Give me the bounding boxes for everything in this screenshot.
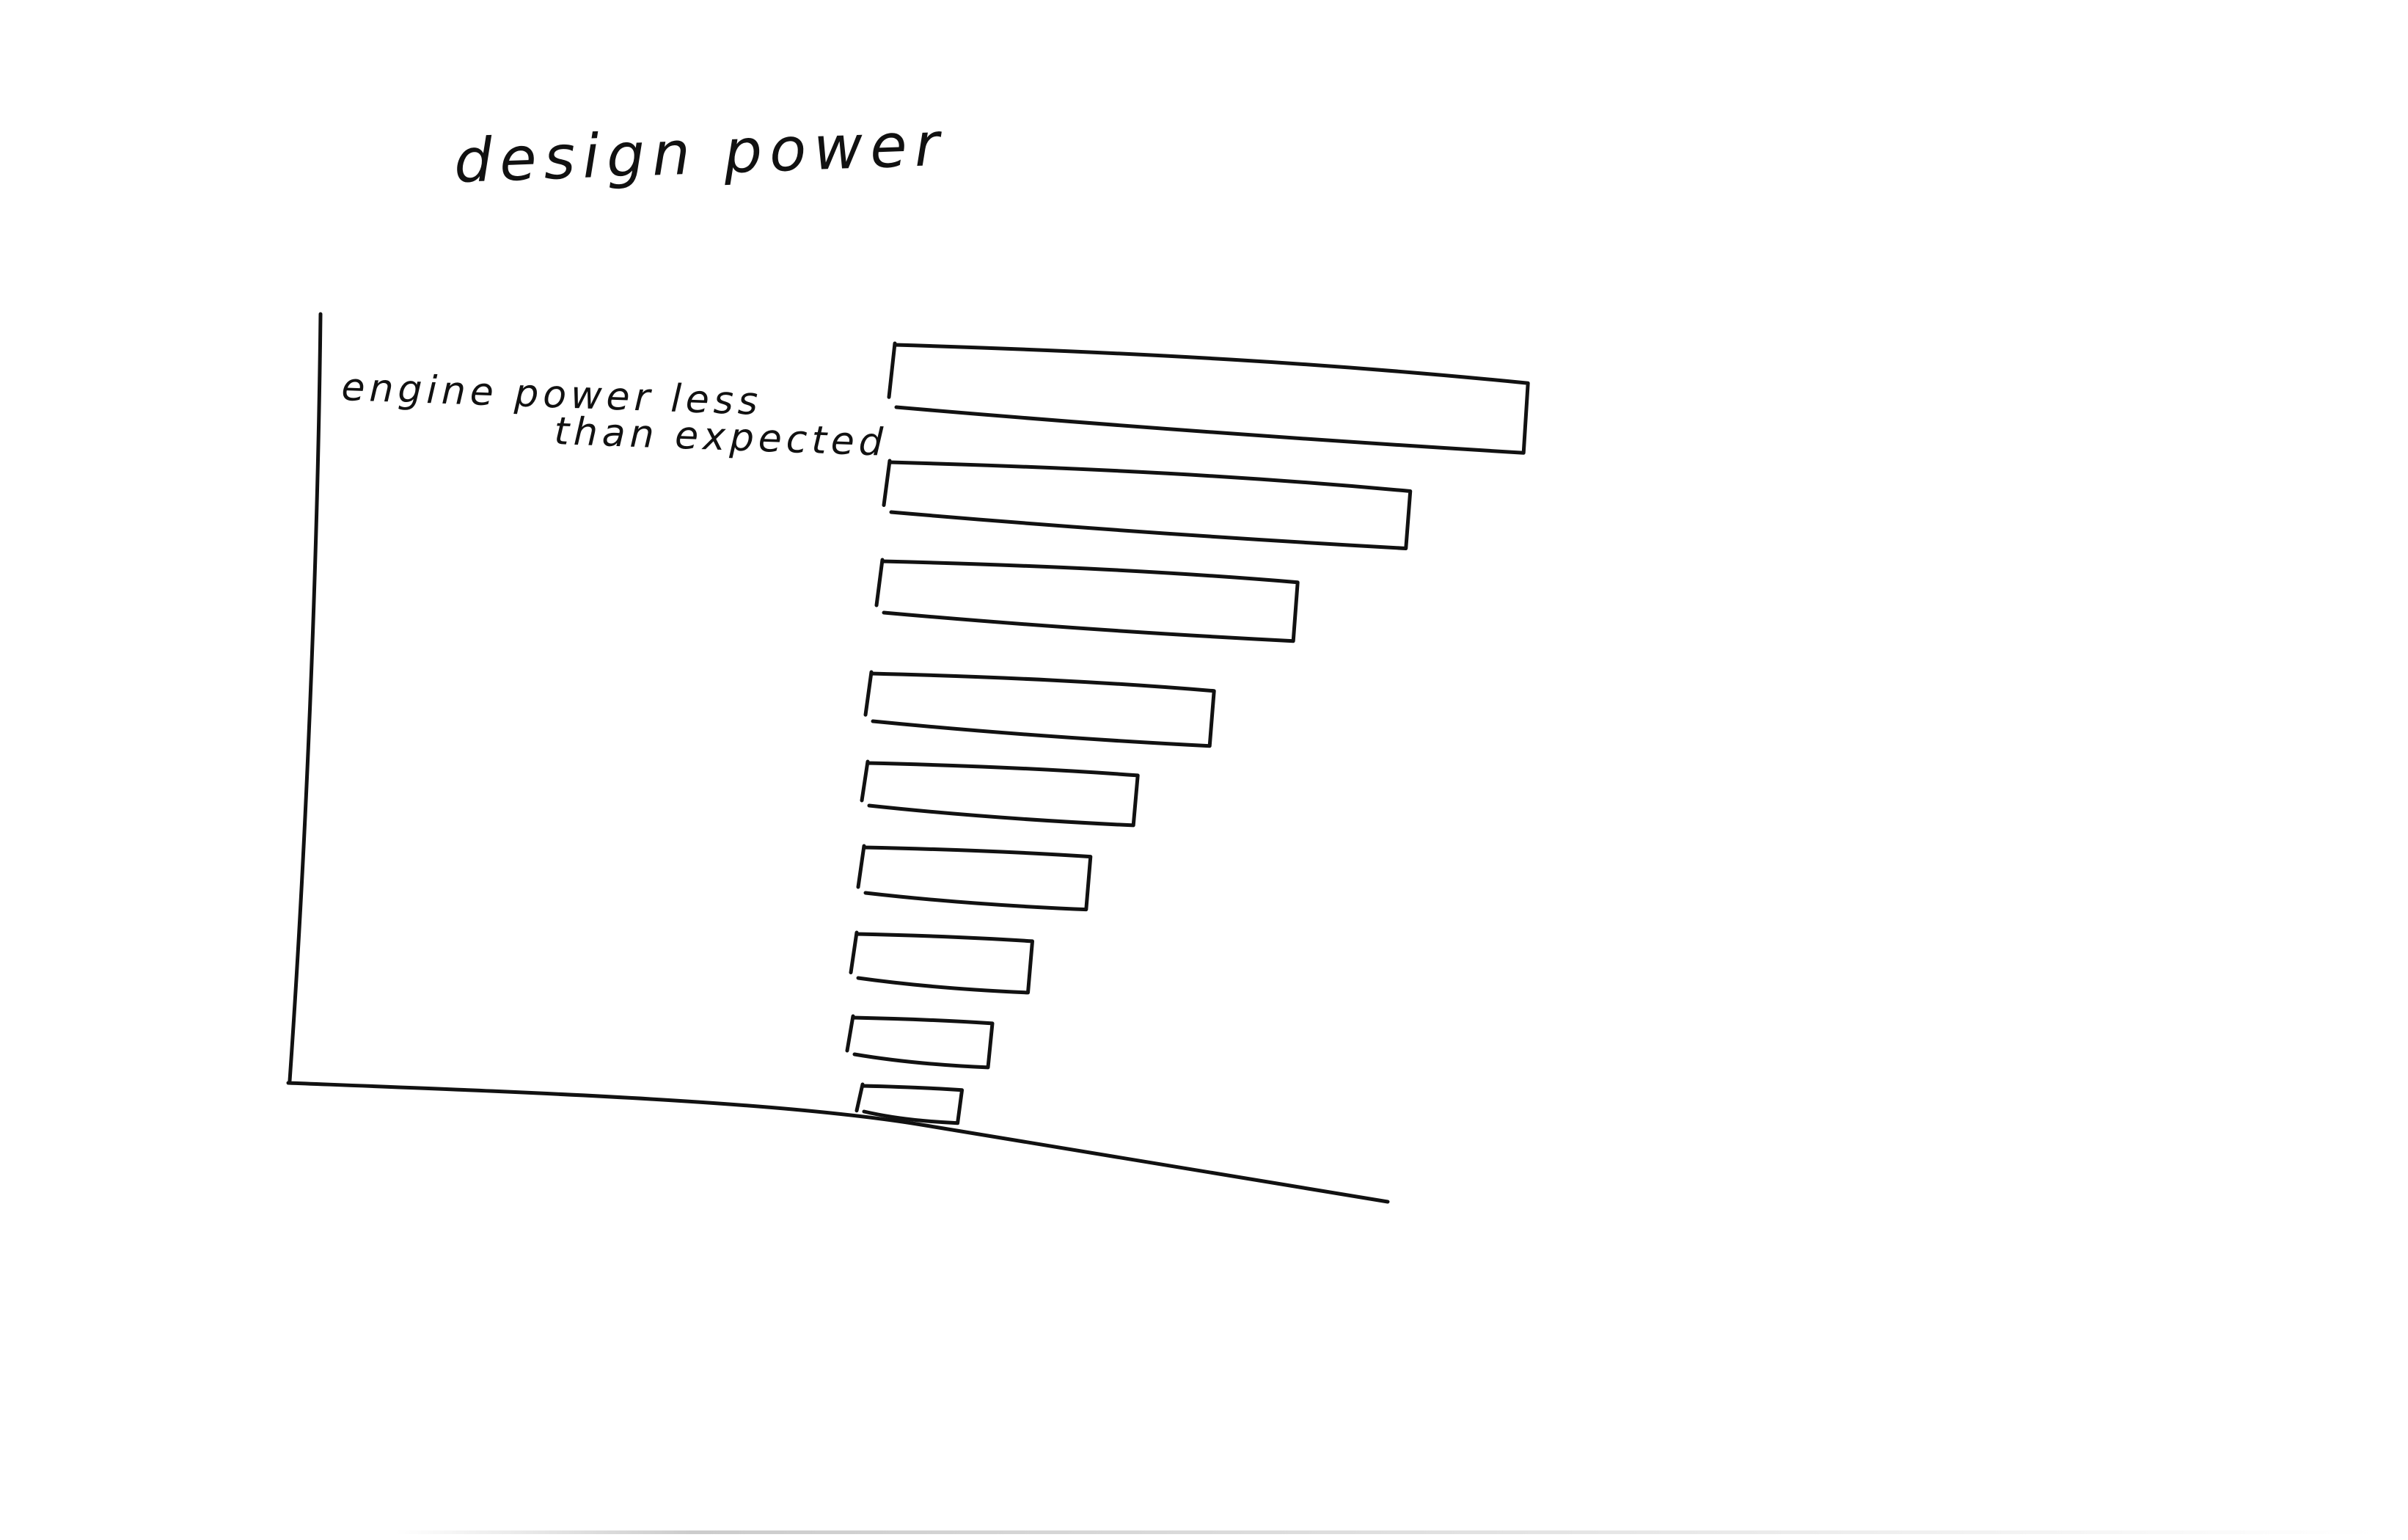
bars-group: [845, 341, 1530, 1125]
bar-2: [882, 459, 1413, 550]
paper-bottom-edge: [396, 1530, 2376, 1534]
bar-1: [887, 341, 1530, 455]
bar-5: [860, 759, 1140, 828]
bar-4: [863, 670, 1216, 748]
bar-3: [874, 558, 1300, 643]
bar-9: [854, 1082, 965, 1125]
x-axis-line: [286, 1081, 1390, 1204]
y-axis-line: [288, 312, 323, 1083]
bar-7: [849, 930, 1034, 995]
bar-8: [845, 1014, 995, 1070]
chart-title: design power: [453, 110, 947, 197]
bar-6: [856, 844, 1093, 912]
category-label-line-2: than expected: [554, 409, 888, 465]
